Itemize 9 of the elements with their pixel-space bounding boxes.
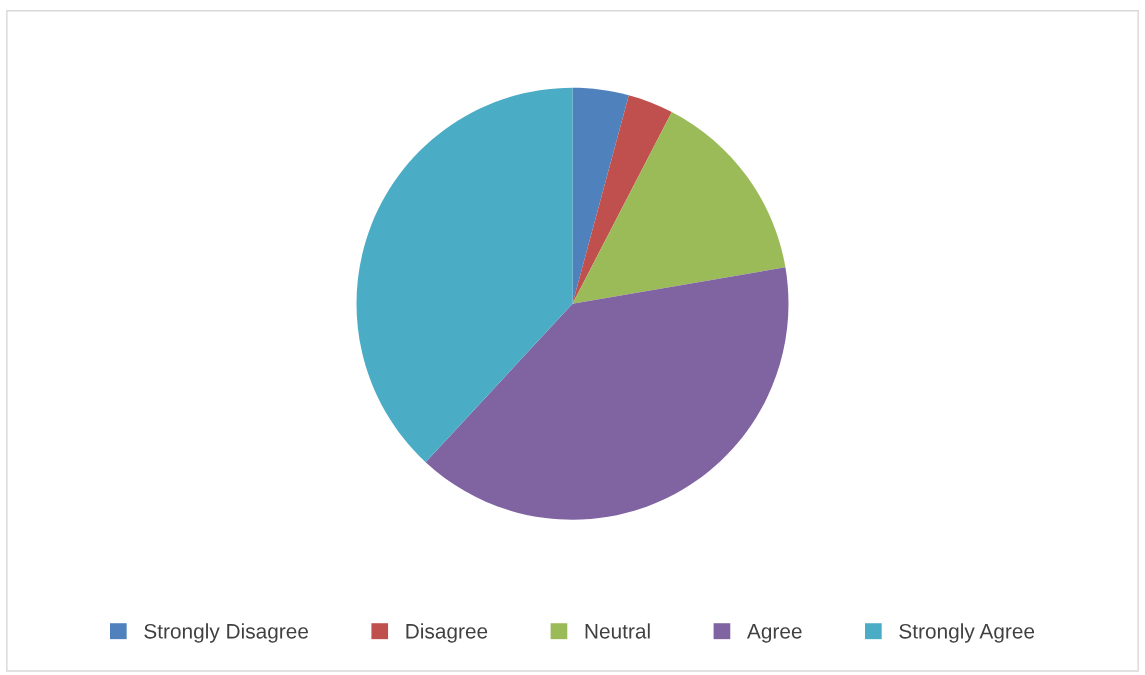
legend-label: Agree (746, 624, 802, 643)
pie-slice (425, 267, 789, 520)
legend-label: Strongly Disagree (144, 623, 308, 643)
pie-slice (572, 111, 786, 304)
pie-slice (572, 95, 672, 304)
legend-label: Disagree (406, 623, 488, 643)
legend-label: Neutral (585, 623, 650, 639)
pie-slice (356, 87, 573, 463)
legend-label: Strongly Agree (899, 623, 1035, 643)
